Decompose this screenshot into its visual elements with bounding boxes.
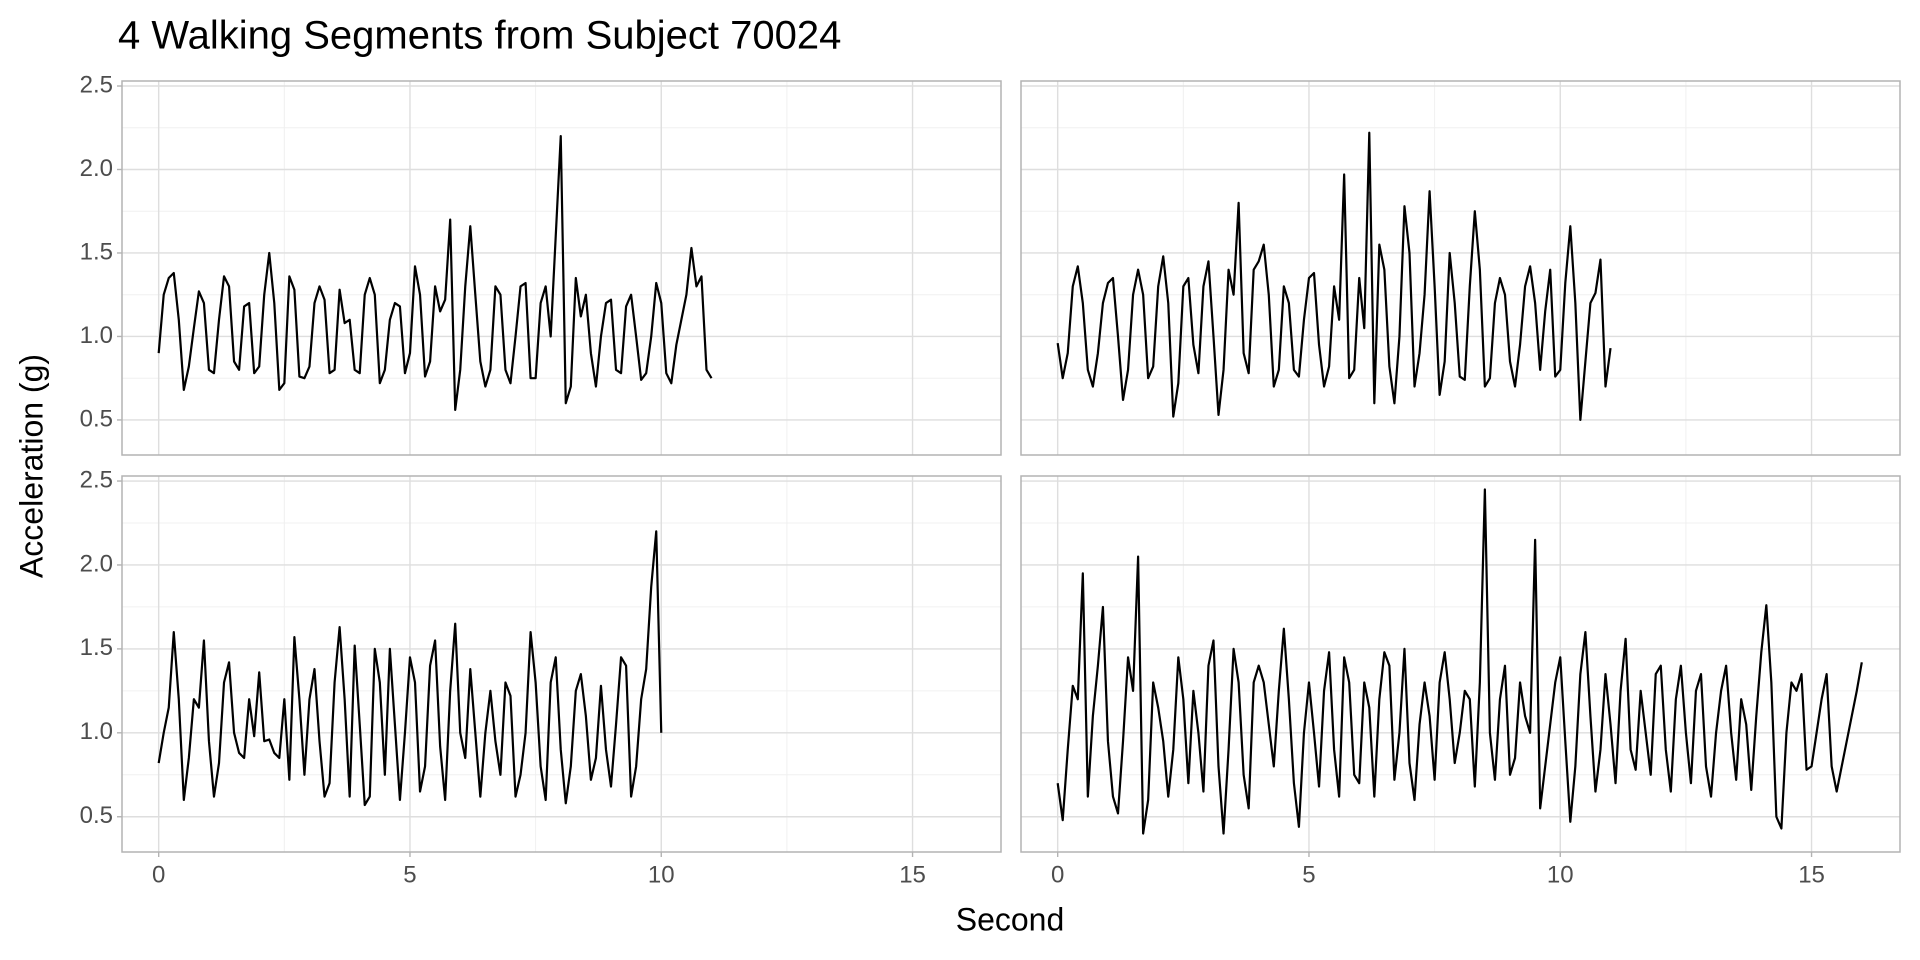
panel-border [121,80,1002,456]
y-axis-title: Acceleration (g) [13,354,49,578]
data-line [157,530,663,807]
data-line [1056,131,1612,422]
y-tick-label: 0.5 [80,405,113,432]
x-tick-label: 10 [648,861,675,888]
y-tick-label: 2.5 [80,71,113,98]
y-tick-label: 2.0 [80,550,113,577]
y-tick-label: 1.5 [80,634,113,661]
data-line [1056,488,1863,835]
panel-border [1020,80,1901,456]
x-tick-label: 5 [403,861,416,888]
y-tick-label: 1.5 [80,238,113,265]
x-tick-label: 5 [1302,861,1315,888]
y-tick-label: 2.5 [80,466,113,493]
x-axis-title: Second [956,901,1065,937]
y-tick-label: 0.5 [80,802,113,829]
chart-title: 4 Walking Segments from Subject 70024 [118,14,841,58]
panel-border [121,475,1002,853]
x-tick-label: 0 [1051,861,1064,888]
y-tick-label: 1.0 [80,718,113,745]
x-tick-label: 0 [152,861,165,888]
data-line [157,135,713,412]
y-tick-label: 2.0 [80,155,113,182]
x-tick-label: 10 [1547,861,1574,888]
x-tick-label: 15 [1798,861,1825,888]
y-tick-label: 1.0 [80,322,113,349]
x-tick-label: 15 [899,861,926,888]
panel-border [1020,475,1901,853]
